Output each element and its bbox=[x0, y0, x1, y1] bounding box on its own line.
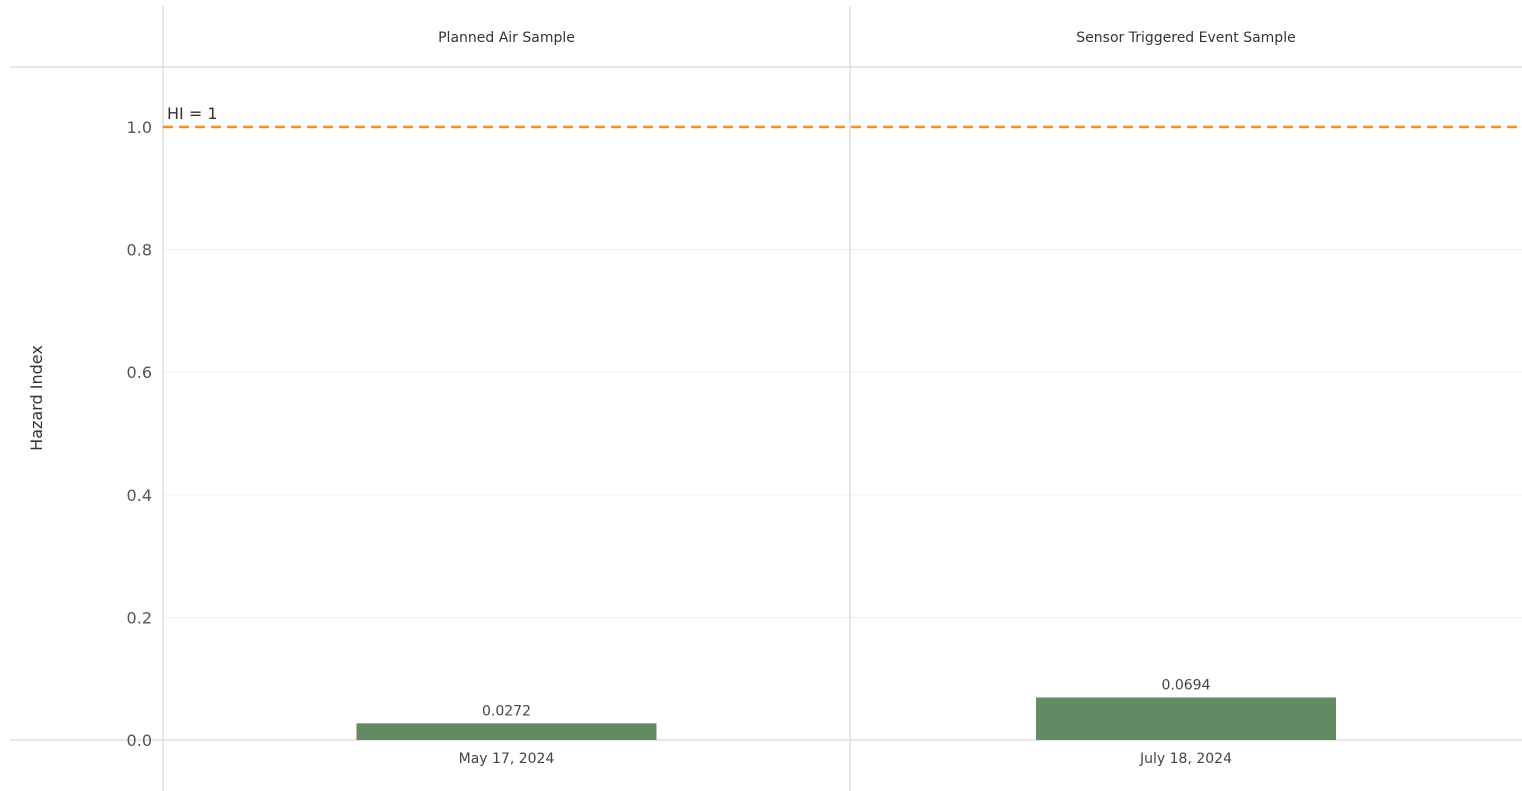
bar[interactable] bbox=[356, 723, 657, 740]
panel-headers: Planned Air Sample Sensor Triggered Event… bbox=[438, 30, 1296, 46]
x-category-label: July 18, 2024 bbox=[1139, 751, 1232, 767]
panel-header: Planned Air Sample bbox=[438, 30, 575, 46]
bar-value-label: 0.0272 bbox=[482, 703, 531, 719]
bars: 0.0272 May 17, 2024 0.0694 July 18, 2024 bbox=[356, 677, 1336, 767]
y-tick-label: 0.4 bbox=[127, 486, 152, 505]
y-axis-ticks: 0.0 0.2 0.4 0.6 0.8 1.0 bbox=[127, 118, 152, 750]
gridlines bbox=[163, 126, 1522, 618]
reference-line-group: HI = 1 bbox=[163, 104, 1522, 129]
y-tick-label: 0.0 bbox=[127, 731, 152, 750]
y-tick-label: 0.2 bbox=[127, 608, 152, 627]
bar-value-label: 0.0694 bbox=[1162, 677, 1211, 693]
y-tick-label: 0.6 bbox=[127, 363, 152, 382]
y-tick-label: 0.8 bbox=[127, 241, 152, 260]
y-axis-label: Hazard Index bbox=[27, 345, 46, 451]
bar[interactable] bbox=[1036, 697, 1336, 740]
panel-header: Sensor Triggered Event Sample bbox=[1076, 30, 1295, 46]
y-tick-label: 1.0 bbox=[127, 118, 152, 137]
chart-frame bbox=[10, 6, 1522, 791]
x-category-label: May 17, 2024 bbox=[459, 751, 555, 767]
reference-line-label: HI = 1 bbox=[167, 104, 218, 123]
